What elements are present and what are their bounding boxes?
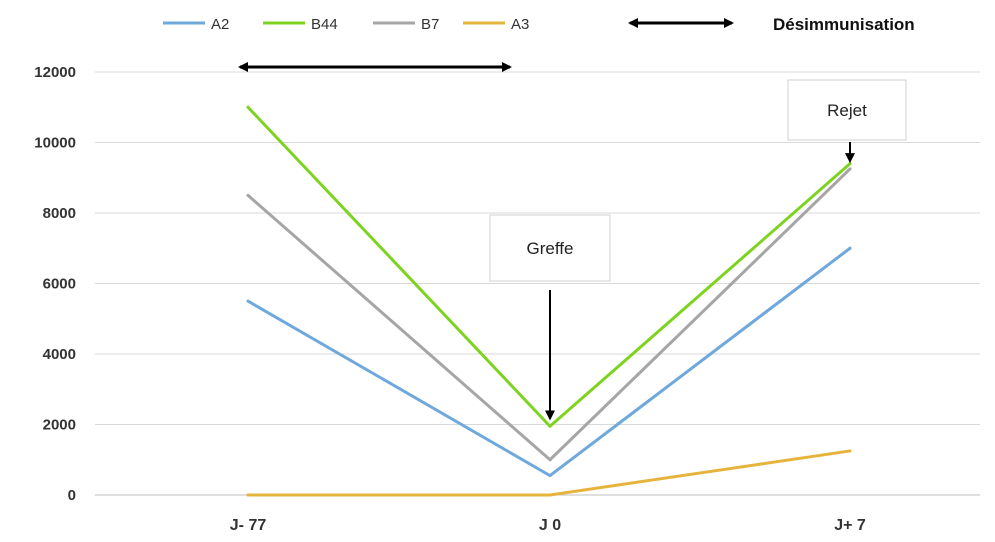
data-point-b44 <box>246 105 250 109</box>
legend-label-desimmunisation: Désimmunisation <box>773 15 915 34</box>
data-point-a3 <box>548 493 552 497</box>
x-tick-label: J 0 <box>539 517 561 534</box>
y-tick-label: 2000 <box>43 417 76 434</box>
legend-label-a2: A2 <box>211 16 229 33</box>
x-tick-label: J- 77 <box>230 517 267 534</box>
data-point-b44 <box>848 162 852 166</box>
data-point-a2 <box>246 299 250 303</box>
greffe-callout-label: Greffe <box>527 239 574 258</box>
data-point-b7 <box>848 167 852 171</box>
data-point-a2 <box>848 246 852 250</box>
data-point-a3 <box>246 493 250 497</box>
legend-label-b44: B44 <box>311 16 338 33</box>
greffe-callout-box <box>489 214 611 282</box>
y-tick-label: 6000 <box>43 276 76 293</box>
data-point-b7 <box>548 458 552 462</box>
y-axis: 0 2000 4000 6000 8000 10000 12000 <box>34 64 76 504</box>
series-lines <box>246 105 852 497</box>
data-point-b7 <box>246 193 250 197</box>
y-tick-label: 0 <box>68 487 76 504</box>
annotations: Greffe Rejet <box>238 62 907 421</box>
gridlines <box>95 71 980 496</box>
y-tick-label: 4000 <box>43 346 76 363</box>
rejet-callout-label: Rejet <box>827 101 867 120</box>
y-tick-label: 12000 <box>34 64 76 81</box>
y-tick-label: 8000 <box>43 205 76 222</box>
data-point-a3 <box>848 449 852 453</box>
legend-label-a3: A3 <box>511 16 529 33</box>
rejet-callout-box <box>787 79 907 141</box>
data-point-b44 <box>548 424 552 428</box>
legend-label-b7: B7 <box>421 16 439 33</box>
data-point-a2 <box>548 474 552 478</box>
legend: A2 B44 B7 A3 Désimmunisation <box>163 15 915 34</box>
y-tick-label: 10000 <box>34 135 76 152</box>
x-tick-label: J+ 7 <box>834 517 866 534</box>
x-axis: J- 77 J 0 J+ 7 <box>230 517 866 534</box>
